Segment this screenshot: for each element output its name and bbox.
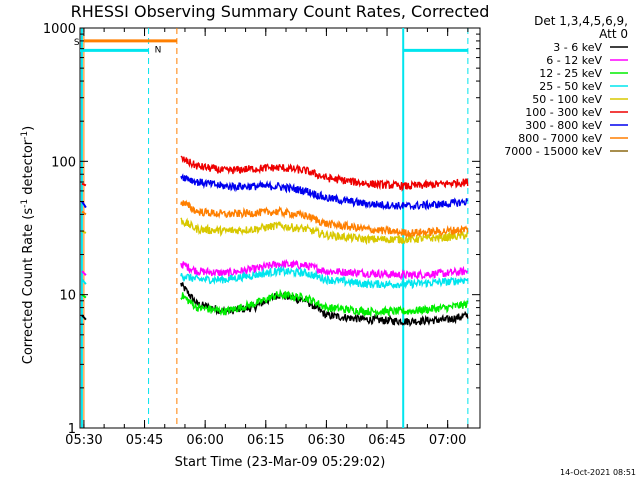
y-axis-label: Corrected Count Rate (s-1 detector-1) xyxy=(20,126,36,364)
series-early-segment xyxy=(81,200,87,209)
generated-timestamp: 14-Oct-2021 08:51 xyxy=(560,468,636,477)
x-tick-label: 05:30 xyxy=(65,433,102,448)
legend-label: 50 - 100 keV xyxy=(532,93,602,106)
series-6-12-keV xyxy=(81,258,469,281)
legend-label: 100 - 300 keV xyxy=(525,106,602,119)
series-trace xyxy=(180,173,469,211)
series-trace xyxy=(180,288,469,318)
series-800-7000-keV xyxy=(81,199,469,239)
x-tick-label: 06:45 xyxy=(368,433,405,448)
series-early-segment xyxy=(81,278,87,285)
series-early-segment xyxy=(81,182,87,187)
series-trace xyxy=(180,258,469,281)
y-tick-label: 1 xyxy=(68,422,76,437)
series-300-800-keV xyxy=(81,173,469,211)
x-tick-label: 06:15 xyxy=(247,433,284,448)
y-tick-label: 1000 xyxy=(43,22,76,37)
legend-label: 12 - 25 keV xyxy=(539,67,602,80)
plot-frame xyxy=(79,27,481,429)
series-early-segment xyxy=(81,314,87,321)
orbit-flags: SN xyxy=(74,28,469,428)
y-axis-label-sup1: -1 xyxy=(20,199,30,208)
saa-flag-label: S xyxy=(74,38,80,48)
x-tick-label: 07:00 xyxy=(429,433,466,448)
axis-ticks: 05:30 05:45 06:00 06:15 06:30 06:45 07:00 1 10 10… xyxy=(43,22,480,448)
x-axis-label: Start Time (23-Mar-09 05:29:02) xyxy=(175,455,386,470)
x-tick-label: 06:30 xyxy=(308,433,345,448)
series-trace xyxy=(180,155,469,192)
legend-label: 6 - 12 keV xyxy=(546,54,602,67)
series-layer xyxy=(81,155,469,328)
y-axis-label-sup2: -1 xyxy=(20,131,30,140)
legend-label: 800 - 7000 keV xyxy=(518,132,602,145)
x-tick-label: 06:00 xyxy=(186,433,223,448)
series-100-300-keV xyxy=(81,155,469,192)
y-axis-label-end: ) xyxy=(21,126,36,131)
chart-title: RHESSI Observing Summary Count Rates, Co… xyxy=(71,2,490,21)
night-flag-label: N xyxy=(155,45,162,55)
y-tick-label: 100 xyxy=(51,155,76,170)
series-25-50-keV xyxy=(81,265,469,290)
legend-label: 3 - 6 keV xyxy=(553,41,602,54)
series-trace xyxy=(180,199,469,239)
series-trace xyxy=(180,265,469,290)
legend-label: 300 - 800 keV xyxy=(525,119,602,132)
series-early-segment xyxy=(81,210,87,216)
series-early-segment xyxy=(81,270,87,276)
legend-header-line1: Det 1,3,4,5,6,9, xyxy=(534,14,628,28)
legend-header-line2: Att 0 xyxy=(599,27,628,41)
legend-label: 25 - 50 keV xyxy=(539,80,602,93)
x-tick-label: 05:45 xyxy=(126,433,163,448)
y-tick-label: 10 xyxy=(59,289,76,304)
y-axis-label-mid: detector xyxy=(21,139,36,199)
legend-label: 7000 - 15000 keV xyxy=(504,145,602,158)
